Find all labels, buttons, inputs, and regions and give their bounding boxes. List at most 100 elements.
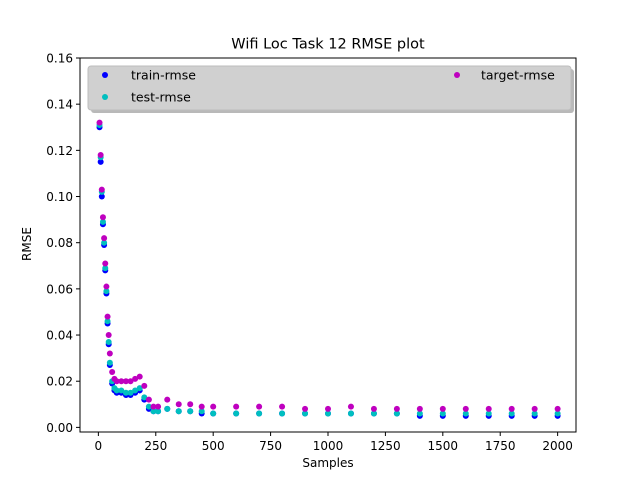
legend-item-test-rmse: test-rmse [102,90,191,105]
test-rmse-point [279,410,286,417]
target-rmse-point [132,375,139,382]
target-rmse-point [98,186,105,193]
test-rmse-point [508,410,515,417]
test-rmse-point [127,389,134,396]
chart-title: Wifi Loc Task 12 RMSE plot [231,37,425,53]
y-tick-label: 0.10 [46,190,73,204]
test-rmse-point [198,408,205,415]
target-rmse-point [256,403,263,410]
test-rmse-point [103,288,110,295]
target-rmse-point [104,313,111,320]
x-tick-label: 750 [259,439,282,453]
test-rmse-point [554,410,561,417]
target-rmse-point [233,403,240,410]
y-tick-label: 0.16 [46,52,73,66]
target-rmse-point [175,401,182,408]
target-rmse-point [462,405,469,412]
y-tick-label: 0.14 [46,98,73,112]
test-rmse-point [136,385,143,392]
legend-label: train-rmse [131,68,196,83]
target-rmse-point [485,405,492,412]
test-rmse-point [164,405,171,412]
target-rmse-point [99,214,106,221]
target-rmse-point [370,405,377,412]
test-rmse-point [101,239,108,246]
x-tick-label: 1250 [370,439,401,453]
x-tick-label: 250 [144,439,167,453]
legend-item-target-rmse: target-rmse [454,68,555,83]
test-rmse-point [531,410,538,417]
target-rmse-point [113,378,120,385]
target-rmse-point [127,378,134,385]
target-rmse-point [101,235,108,242]
target-rmse-point [97,151,104,158]
x-tick-label: 1750 [485,439,516,453]
test-rmse-point [187,408,194,415]
target-rmse-point [325,405,331,412]
y-axis-title: RMSE [20,227,34,261]
target-rmse-point [155,403,162,410]
y-tick-label: 0.06 [46,282,73,296]
test-rmse-point [393,410,400,417]
target-rmse-point [210,403,217,410]
target-rmse-point [302,405,309,412]
test-rmse-point [439,410,446,417]
target-rmse-point [136,373,143,380]
target-rmse-point [102,260,109,267]
axes: 0 250 500 750 1000 1250 1500 1750 2000 0.00 0.02 0.… [46,52,577,453]
target-rmse-point [122,378,129,385]
y-tick-label: 0.02 [46,375,73,389]
legend-marker [102,72,108,78]
legend-label: target-rmse [481,68,555,83]
test-rmse-point [416,410,423,417]
legend-item-train-rmse: train-rmse [102,68,196,83]
target-rmse-point [508,405,515,412]
test-rmse-point [132,387,139,394]
target-rmse-point [531,405,538,412]
test-rmse-point [102,265,109,272]
target-rmse-point [187,401,194,408]
test-rmse-point [99,218,106,225]
series-target-rmse [95,101,561,412]
x-tick-label: 1500 [428,439,459,453]
test-rmse-point [105,338,112,345]
target-rmse-point [393,405,400,412]
target-rmse-point [164,396,171,403]
test-rmse-point [347,410,354,417]
target-rmse-point [109,368,116,375]
legend-box [87,65,572,111]
series-test-rmse [95,91,561,417]
test-rmse-point [175,408,182,415]
test-rmse-point [485,410,492,417]
test-rmse-point [462,410,469,417]
x-tick-label: 0 [95,439,103,453]
test-rmse-point [150,408,157,415]
test-rmse-point [233,410,240,417]
legend-marker [454,72,460,78]
legend-label: test-rmse [131,90,191,105]
train-rmse-point [98,193,105,200]
y-tick-label: 0.00 [46,421,73,435]
target-rmse-point [347,403,354,410]
test-rmse-point [370,410,377,417]
test-rmse-point [155,408,162,415]
test-rmse-point [106,359,113,366]
test-rmse-point [104,318,111,325]
x-tick-label: 1000 [313,439,344,453]
x-tick-label: 500 [202,439,225,453]
data-marks [95,91,561,419]
target-rmse-point [150,403,157,410]
target-rmse-point [141,382,148,389]
target-rmse-point [103,283,110,290]
target-rmse-point [554,405,561,412]
test-rmse-point [145,403,152,410]
x-tick-label: 2000 [542,439,573,453]
legend-marker [102,94,108,100]
x-axis-title: Samples [302,456,353,470]
test-rmse-point [325,410,331,417]
target-rmse-point [118,378,125,385]
target-rmse-point [416,405,423,412]
test-rmse-point [118,387,125,394]
target-rmse-point [105,332,112,339]
test-rmse-point [302,410,309,417]
